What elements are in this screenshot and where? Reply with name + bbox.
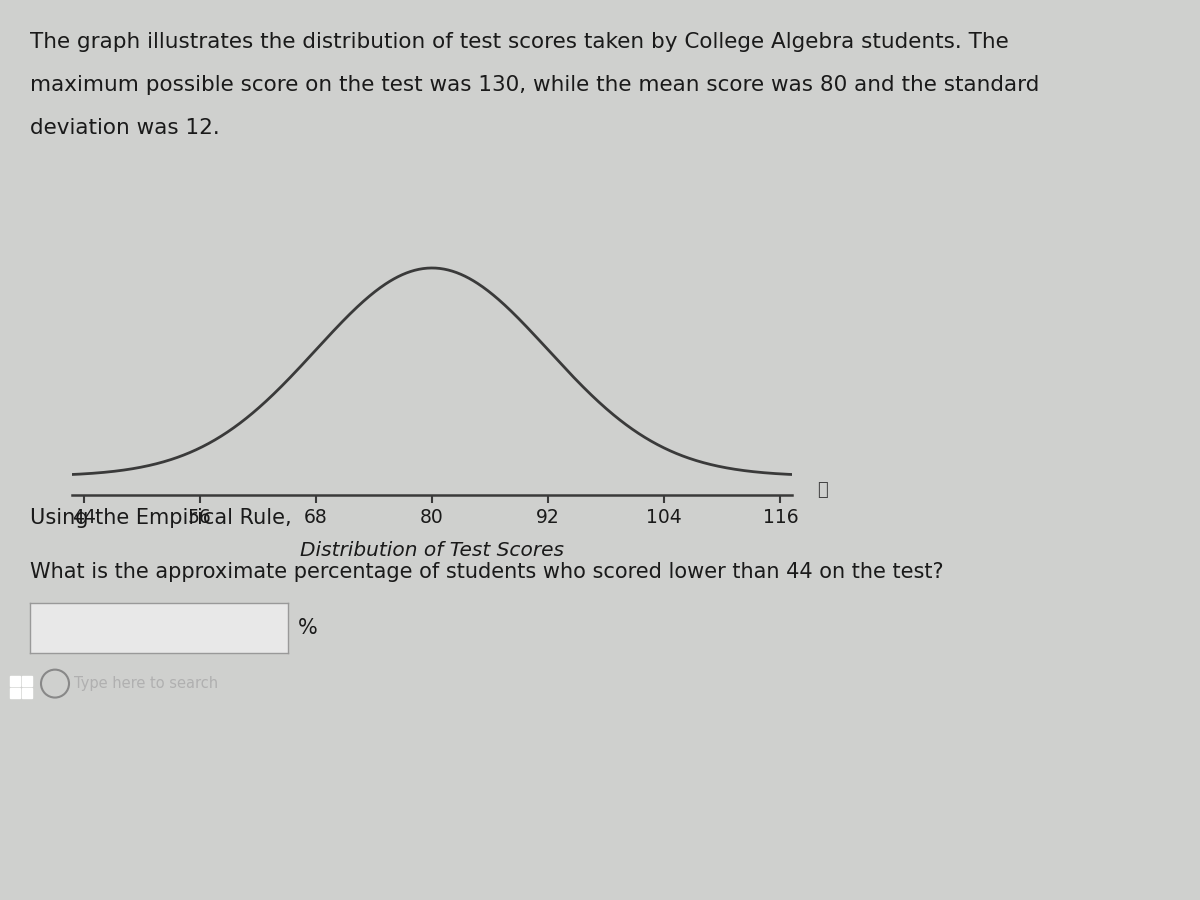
Text: maximum possible score on the test was 130, while the mean score was 80 and the : maximum possible score on the test was 1…: [30, 75, 1039, 94]
Text: 🔍: 🔍: [817, 482, 827, 500]
Text: Type here to search: Type here to search: [74, 676, 218, 691]
Bar: [10, 688, 20, 698]
Text: The graph illustrates the distribution of test scores taken by College Algebra s: The graph illustrates the distribution o…: [30, 32, 1009, 51]
Text: What is the approximate percentage of students who scored lower than 44 on the t: What is the approximate percentage of st…: [30, 562, 943, 582]
X-axis label: Distribution of Test Scores: Distribution of Test Scores: [300, 541, 564, 560]
Text: %: %: [298, 618, 317, 638]
Text: deviation was 12.: deviation was 12.: [30, 118, 220, 138]
Bar: [22, 676, 32, 686]
Bar: [22, 688, 32, 698]
Bar: [10, 676, 20, 686]
Text: Using the Empirical Rule,: Using the Empirical Rule,: [30, 508, 292, 528]
